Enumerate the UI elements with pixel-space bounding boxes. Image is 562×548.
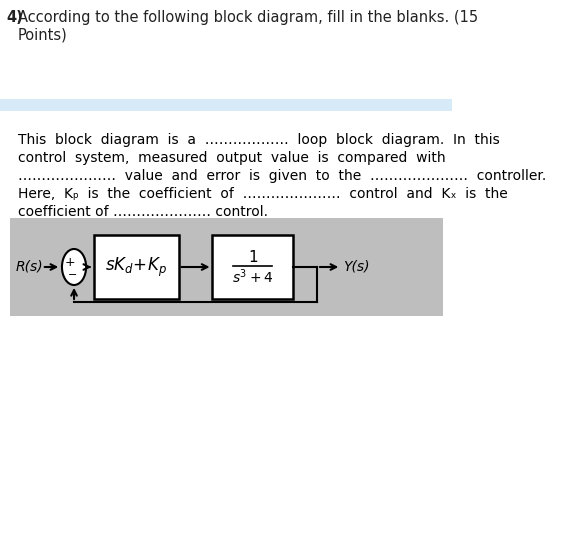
Text: Points): Points): [18, 27, 67, 42]
Text: 1: 1: [248, 250, 257, 265]
Text: Y(s): Y(s): [343, 260, 370, 274]
Text: R(s): R(s): [16, 260, 44, 274]
Bar: [94, 235, 179, 299]
Bar: [10, 218, 443, 316]
Text: $sK_d\!+\!K_p$: $sK_d\!+\!K_p$: [105, 255, 167, 278]
Text: control  system,  measured  output  value  is  compared  with: control system, measured output value is…: [18, 151, 445, 165]
Text: $s^3+4$: $s^3+4$: [232, 268, 274, 286]
Text: 4): 4): [6, 10, 23, 25]
Text: +: +: [65, 255, 75, 269]
Text: coefficient of ………………… control.: coefficient of ………………… control.: [18, 205, 268, 219]
Text: This  block  diagram  is  a  ………………  loop  block  diagram.  In  this: This block diagram is a ……………… loop bloc…: [18, 133, 500, 147]
Bar: [212, 235, 293, 299]
Text: …………………  value  and  error  is  given  to  the  …………………  controller.: ………………… value and error is given to the …: [18, 169, 546, 183]
Ellipse shape: [62, 249, 86, 285]
Text: According to the following block diagram, fill in the blanks. (15: According to the following block diagram…: [18, 10, 478, 25]
Text: −: −: [68, 270, 77, 280]
Bar: [0, 99, 452, 111]
Text: Here,  Kₚ  is  the  coefficient  of  …………………  control  and  Kₓ  is  the: Here, Kₚ is the coefficient of ………………… c…: [18, 187, 507, 201]
